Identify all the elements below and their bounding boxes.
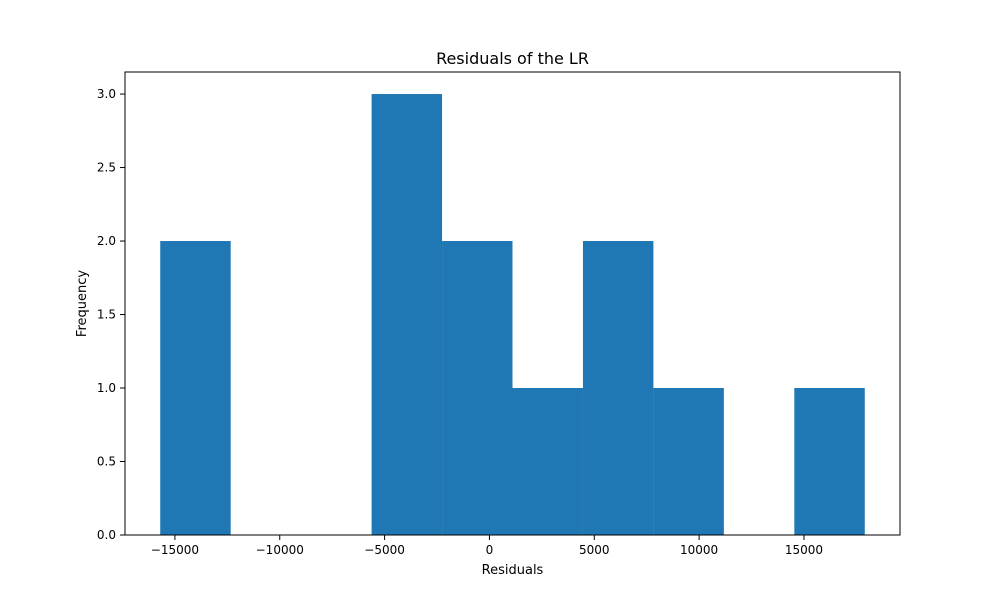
- x-axis-label: Residuals: [482, 563, 544, 578]
- y-axis-label: Frequency: [75, 270, 90, 337]
- chart-title: Residuals of the LR: [436, 49, 589, 68]
- histogram-bar-3: [371, 94, 443, 536]
- y-tick-label: 2.5: [97, 161, 116, 175]
- bars-group: [160, 94, 865, 536]
- x-tick-label: 5000: [579, 543, 610, 557]
- x-tick-label: −5000: [364, 543, 405, 557]
- histogram-bar-6: [582, 241, 654, 536]
- y-tick-label: 3.0: [97, 87, 116, 101]
- x-tick-label: −15000: [151, 543, 199, 557]
- x-tick-label: 15000: [785, 543, 823, 557]
- x-tick-label: 0: [486, 543, 494, 557]
- histogram-bar-4: [442, 241, 513, 536]
- histogram-bar-5: [512, 388, 583, 535]
- x-tick-label: −10000: [256, 543, 304, 557]
- y-tick-label: 1.0: [97, 381, 116, 395]
- histogram-bar-0: [160, 241, 231, 536]
- histogram-bar-9: [794, 388, 865, 535]
- y-tick-label: 0.5: [97, 455, 116, 469]
- plot-frame: [124, 71, 901, 536]
- x-axis: −15000 −10000 −5000 0 5000 10000 15000: [151, 535, 823, 557]
- y-tick-label: 0.0: [97, 528, 116, 542]
- x-tick-label: 10000: [680, 543, 718, 557]
- histogram-bar-7: [653, 388, 724, 535]
- y-tick-label: 2.0: [97, 234, 116, 248]
- y-axis: 0.0 0.5 1.0 1.5 2.0 2.5 3.0: [97, 87, 125, 542]
- y-tick-label: 1.5: [97, 308, 116, 322]
